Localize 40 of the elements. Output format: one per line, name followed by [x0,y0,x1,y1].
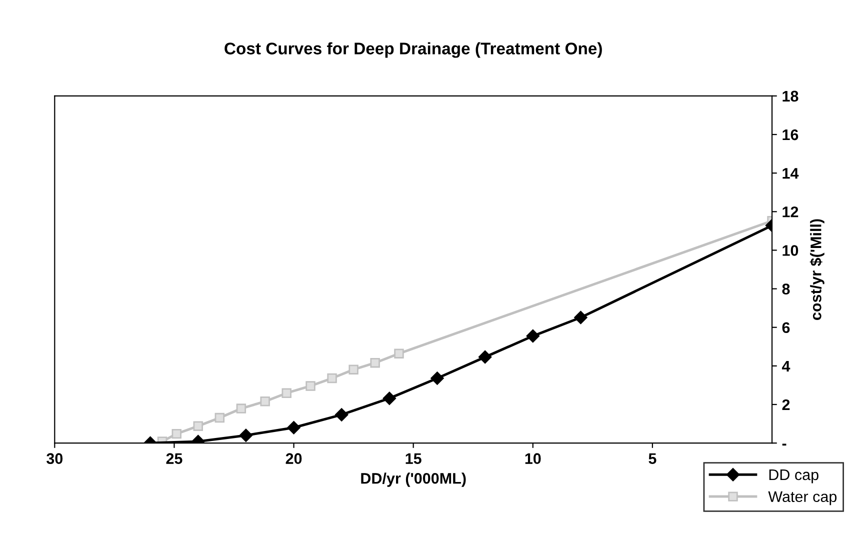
point [574,310,588,324]
point [382,392,396,405]
y-tick-label: 10 [782,245,798,256]
point [335,408,348,422]
point [306,381,316,391]
point [239,428,253,442]
point [327,373,337,384]
point [260,396,270,406]
y-axis-title: cost/yr $('Mill) [810,219,824,320]
y-tick-label: 12 [782,206,798,218]
point [287,421,300,434]
chart-title: Cost Curves for Deep Drainage (Treatment One) [224,42,602,58]
point [348,364,358,374]
x-tick-label: 5 [648,453,656,464]
point [430,372,444,385]
point [478,350,492,364]
y-tick-label: - [782,444,786,446]
legend-label: DD cap [769,470,818,484]
y-tick-label: 16 [782,129,798,140]
point [172,428,182,439]
point [193,421,203,431]
legend-label: Water cap [768,491,837,506]
x-tick-label: 15 [406,453,422,464]
point [394,348,404,358]
y-tick-label: 6 [782,322,790,334]
x-tick-label: 30 [46,453,63,464]
x-tick-label: 25 [166,453,182,464]
y-tick-label: 18 [782,90,798,102]
x-axis-title: DD/yr ('000ML) [361,472,466,487]
point [214,412,225,423]
y-tick-label: 4 [782,360,790,372]
x-tick-label: 10 [525,453,541,464]
point [282,388,292,398]
y-tick-label: 8 [782,284,790,294]
y-tick-label: 2 [782,399,790,410]
x-tick-label: 20 [286,453,302,464]
point [370,358,380,368]
point [526,329,540,343]
point [236,404,246,414]
y-tick-label: 14 [782,168,799,179]
